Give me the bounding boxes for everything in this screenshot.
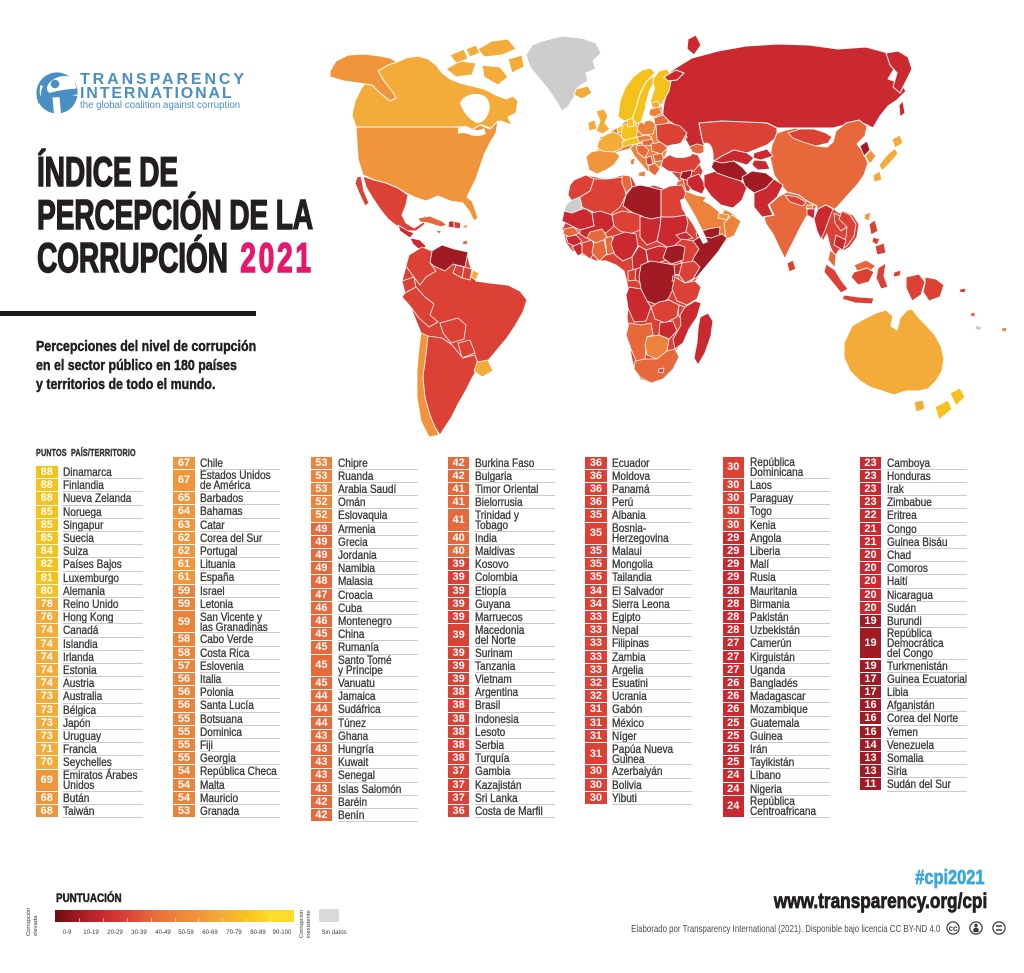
- svg-text:cc: cc: [948, 924, 958, 933]
